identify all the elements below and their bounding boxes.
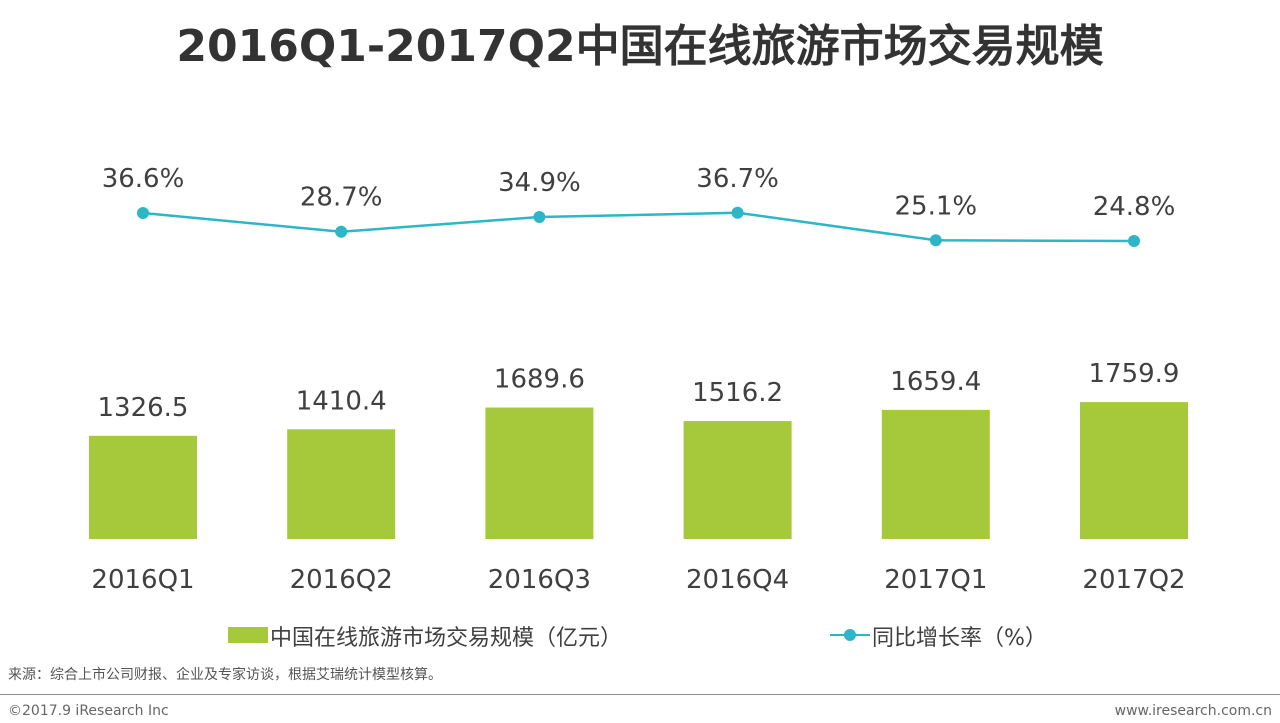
x-tick-label: 2016Q2 — [290, 565, 393, 595]
bar-value-labels: 1326.5 1410.4 1689.6 1516.2 1659.4 1759.9 — [98, 359, 1180, 423]
combo-chart: 1326.5 1410.4 1689.6 1516.2 1659.4 1759.9 201… — [89, 164, 1188, 595]
x-axis-tick-labels: 2016Q1 2016Q2 2016Q3 2016Q4 2017Q1 2017Q2 — [91, 565, 1185, 595]
x-tick-label: 2016Q3 — [488, 565, 591, 595]
footer-divider — [0, 694, 1280, 695]
growth-rate-label: 36.7% — [696, 164, 779, 194]
growth-rate-point — [731, 206, 744, 219]
bar-value-label: 1410.4 — [296, 386, 387, 416]
growth-rate-point — [137, 207, 149, 219]
bar-value-label: 1689.6 — [494, 365, 585, 395]
bar-value-label: 1759.9 — [1089, 359, 1180, 389]
growth-rate-point — [335, 225, 348, 238]
bar — [881, 409, 990, 539]
bar-value-label: 1326.5 — [98, 393, 189, 423]
x-tick-label: 2016Q1 — [91, 565, 194, 595]
legend-bar-label: 中国在线旅游市场交易规模（亿元） — [270, 626, 623, 651]
growth-rate-point — [1128, 235, 1140, 248]
growth-rate-label: 34.9% — [498, 168, 581, 198]
growth-rate-label: 24.8% — [1093, 192, 1176, 222]
x-tick-label: 2017Q1 — [884, 565, 987, 595]
growth-rate-point — [533, 211, 546, 224]
website: www.iresearch.com.cn — [1114, 703, 1272, 719]
growth-rate-label: 28.7% — [300, 183, 383, 213]
bar — [1080, 402, 1188, 539]
source-note: 来源：综合上市公司财报、企业及专家访谈，根据艾瑞统计模型核算。 — [8, 667, 442, 683]
growth-rate-label: 36.6% — [102, 164, 185, 194]
x-tick-label: 2017Q2 — [1082, 565, 1185, 595]
growth-rate-point — [929, 234, 942, 247]
bar — [485, 407, 594, 539]
legend: 中国在线旅游市场交易规模（亿元） 同比增长率（%） — [0, 619, 1280, 651]
growth-rate-label: 25.1% — [894, 191, 977, 221]
bar — [89, 435, 197, 539]
bar-value-label: 1659.4 — [890, 367, 981, 397]
legend-bar-swatch — [228, 627, 268, 643]
legend-line-marker — [844, 629, 856, 641]
legend-line-label: 同比增长率（%） — [872, 626, 1047, 651]
chart-title: 2016Q1-2017Q2中国在线旅游市场交易规模 — [176, 21, 1104, 72]
copyright: ©2017.9 iResearch Inc — [8, 703, 169, 719]
bar-value-label: 1516.2 — [692, 378, 783, 408]
growth-rate-points — [137, 206, 1140, 248]
bar-series — [89, 402, 1188, 539]
bar — [683, 421, 792, 539]
bar — [287, 429, 396, 539]
growth-rate-labels: 36.6% 28.7% 34.9% 36.7% 25.1% 24.8% — [102, 164, 1176, 222]
growth-rate-line — [142, 211, 1135, 243]
x-tick-label: 2016Q4 — [686, 565, 789, 595]
